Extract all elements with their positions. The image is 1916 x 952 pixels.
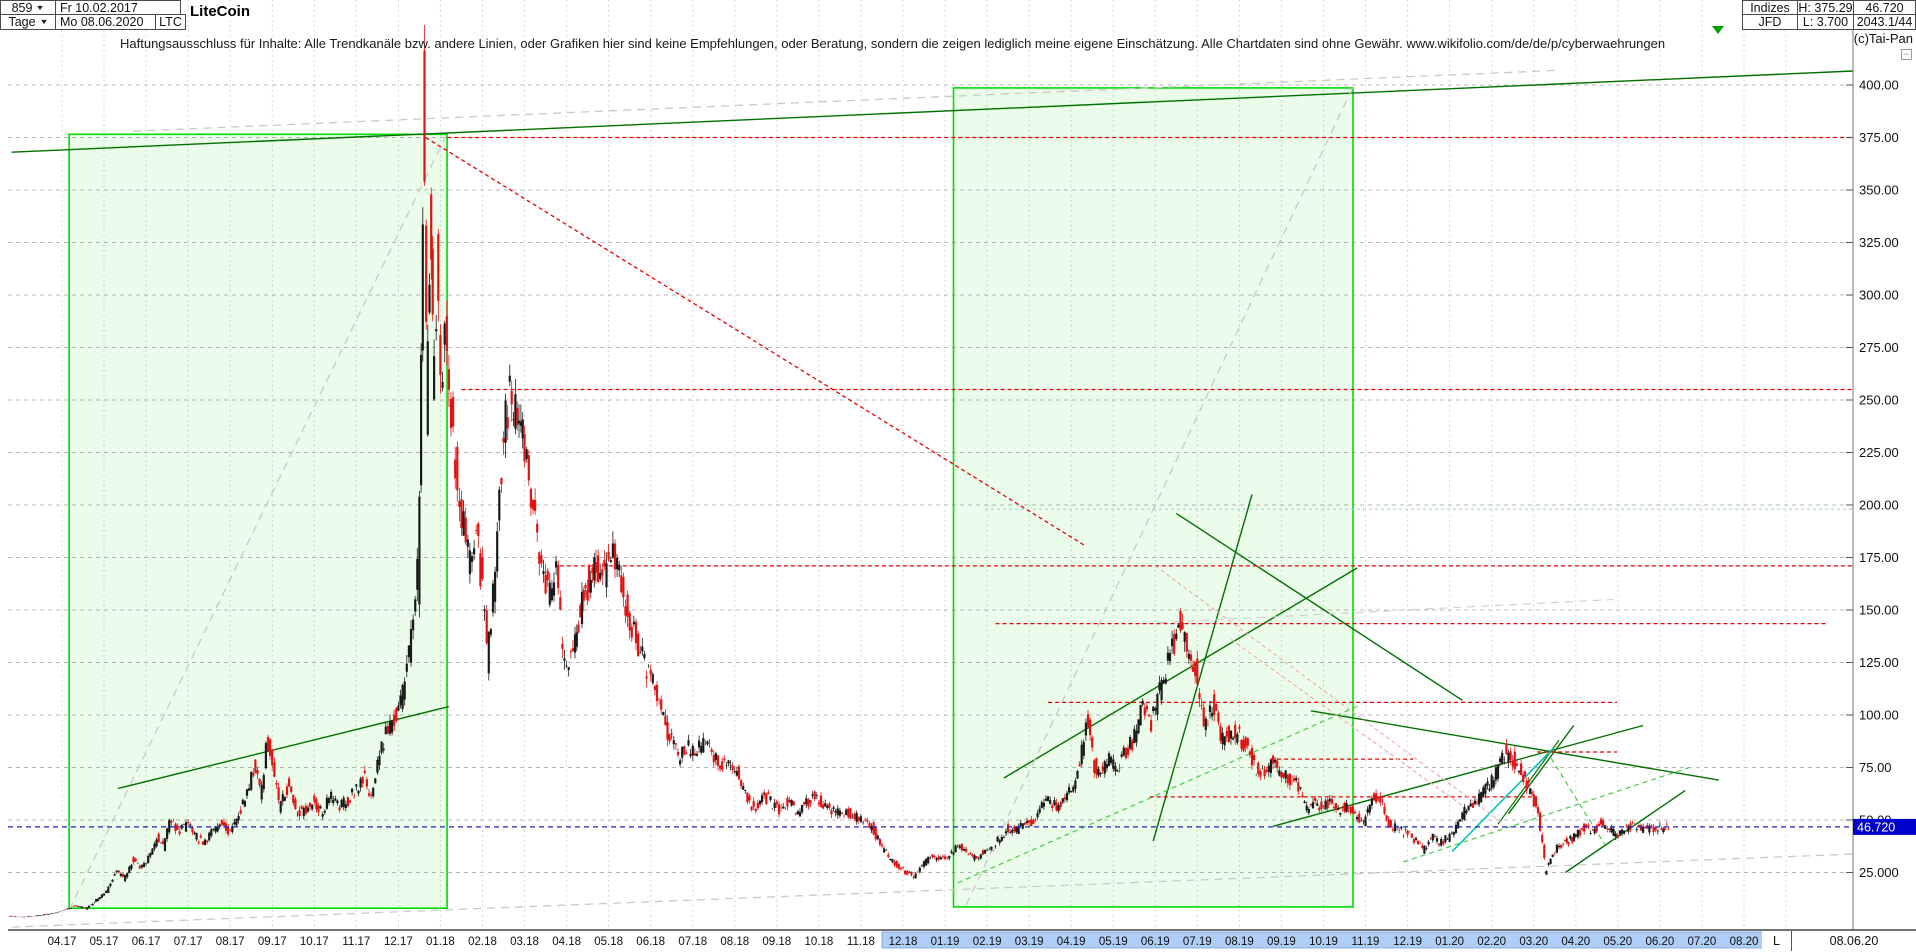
- svg-text:05.18: 05.18: [594, 936, 623, 948]
- svg-text:10.18: 10.18: [805, 936, 834, 948]
- svg-text:11.19: 11.19: [1352, 936, 1380, 948]
- svg-text:04.19: 04.19: [1057, 936, 1086, 948]
- svg-text:05.20: 05.20: [1603, 936, 1632, 948]
- svg-text:75.00: 75.00: [1859, 760, 1892, 775]
- svg-text:07.20: 07.20: [1688, 936, 1717, 948]
- svg-text:06.18: 06.18: [636, 936, 665, 948]
- copyright-label: (c)Tai-Pan: [1853, 31, 1913, 46]
- svg-text:275.00: 275.00: [1859, 340, 1899, 355]
- svg-text:07.19: 07.19: [1183, 936, 1212, 948]
- chart-title: LiteCoin: [190, 3, 250, 20]
- svg-text:06.20: 06.20: [1646, 936, 1675, 948]
- svg-text:03.19: 03.19: [1015, 936, 1044, 948]
- svg-text:08.18: 08.18: [720, 936, 749, 948]
- bottom-date-label: 08.06.20: [1829, 934, 1879, 948]
- svg-text:12.17: 12.17: [384, 936, 413, 948]
- provider-label: JFD: [1758, 15, 1782, 29]
- high-label: H: 375.29: [1798, 0, 1853, 15]
- bottom-l-label: L: [1773, 934, 1780, 948]
- svg-text:03.18: 03.18: [510, 936, 539, 948]
- date-from-label: Fr 10.02.2017: [60, 0, 138, 15]
- svg-text:02.19: 02.19: [973, 936, 1002, 948]
- last-price-label: 46.720: [1865, 0, 1904, 15]
- last-price-cell: 46.720: [1853, 0, 1916, 15]
- period-label: Tage: [8, 15, 36, 29]
- index-group-label: Indizes: [1750, 0, 1790, 15]
- date-from-cell[interactable]: Fr 10.02.2017: [55, 0, 181, 15]
- svg-text:300.00: 300.00: [1859, 288, 1899, 303]
- svg-text:175.00: 175.00: [1859, 550, 1899, 565]
- svg-text:10.17: 10.17: [300, 936, 329, 948]
- svg-text:25.000: 25.000: [1859, 865, 1899, 880]
- svg-text:01.19: 01.19: [931, 936, 960, 948]
- dropdown-arrow-icon: [40, 19, 47, 25]
- high-cell: H: 375.29: [1797, 0, 1854, 15]
- svg-text:100.00: 100.00: [1859, 708, 1899, 723]
- svg-text:325.00: 325.00: [1859, 235, 1899, 250]
- svg-text:03.20: 03.20: [1519, 936, 1548, 948]
- provider-cell: JFD: [1742, 14, 1798, 30]
- bars-count-label: 859: [11, 0, 33, 15]
- bottom-l-button[interactable]: L: [1762, 931, 1792, 951]
- svg-text:150.00: 150.00: [1859, 603, 1899, 618]
- marker-triangle-icon: [1712, 26, 1724, 34]
- svg-text:07.17: 07.17: [174, 936, 203, 948]
- svg-text:02.18: 02.18: [468, 936, 497, 948]
- svg-text:09.18: 09.18: [762, 936, 791, 948]
- disclaimer-text: Haftungsausschluss für Inhalte: Alle Tre…: [120, 36, 1666, 51]
- svg-text:02.20: 02.20: [1477, 936, 1506, 948]
- svg-text:05.19: 05.19: [1099, 936, 1128, 948]
- svg-text:46.720: 46.720: [1857, 820, 1895, 834]
- svg-text:11.18: 11.18: [847, 936, 875, 948]
- svg-text:12.19: 12.19: [1393, 936, 1422, 948]
- bars-count-dropdown[interactable]: 859: [0, 0, 56, 15]
- period-dropdown[interactable]: Tage: [0, 14, 56, 30]
- symbol-cell[interactable]: LTC: [155, 14, 186, 30]
- svg-text:09.19: 09.19: [1267, 936, 1296, 948]
- svg-text:125.00: 125.00: [1859, 655, 1899, 670]
- minimize-icon[interactable]: −: [1901, 49, 1912, 60]
- svg-text:375.00: 375.00: [1859, 130, 1899, 145]
- svg-text:01.20: 01.20: [1435, 936, 1464, 948]
- svg-text:08.17: 08.17: [216, 936, 245, 948]
- extra-value-cell: 2043.1/44: [1853, 14, 1916, 30]
- svg-text:01.18: 01.18: [426, 936, 455, 948]
- low-label: L: 3.700: [1802, 15, 1849, 29]
- date-to-label: Mo 08.06.2020: [60, 15, 144, 29]
- svg-text:08.20: 08.20: [1730, 936, 1759, 948]
- minimize-glyph: −: [1903, 49, 1910, 59]
- extra-value-label: 2043.1/44: [1856, 15, 1913, 29]
- svg-text:06.19: 06.19: [1141, 936, 1170, 948]
- bottom-date-cell: 08.06.20: [1792, 931, 1916, 951]
- svg-text:200.00: 200.00: [1859, 498, 1899, 513]
- svg-text:225.00: 225.00: [1859, 445, 1899, 460]
- svg-text:04.20: 04.20: [1561, 936, 1590, 948]
- svg-text:11.17: 11.17: [342, 936, 370, 948]
- svg-text:07.18: 07.18: [678, 936, 707, 948]
- svg-text:05.17: 05.17: [90, 936, 119, 948]
- svg-text:04.18: 04.18: [552, 936, 581, 948]
- svg-text:09.17: 09.17: [258, 936, 287, 948]
- svg-text:06.17: 06.17: [132, 936, 161, 948]
- date-to-cell[interactable]: Mo 08.06.2020: [55, 14, 156, 30]
- symbol-label: LTC: [159, 15, 182, 29]
- svg-text:12.18: 12.18: [889, 936, 918, 948]
- svg-text:350.00: 350.00: [1859, 183, 1899, 198]
- dropdown-arrow-icon: [37, 5, 44, 10]
- svg-text:10.19: 10.19: [1309, 936, 1338, 948]
- low-cell: L: 3.700: [1797, 14, 1854, 30]
- svg-text:400.00: 400.00: [1859, 78, 1899, 93]
- svg-text:04.17: 04.17: [48, 936, 77, 948]
- svg-text:250.00: 250.00: [1859, 393, 1899, 408]
- index-group-cell: Indizes: [1742, 0, 1798, 15]
- svg-text:08.19: 08.19: [1225, 936, 1254, 948]
